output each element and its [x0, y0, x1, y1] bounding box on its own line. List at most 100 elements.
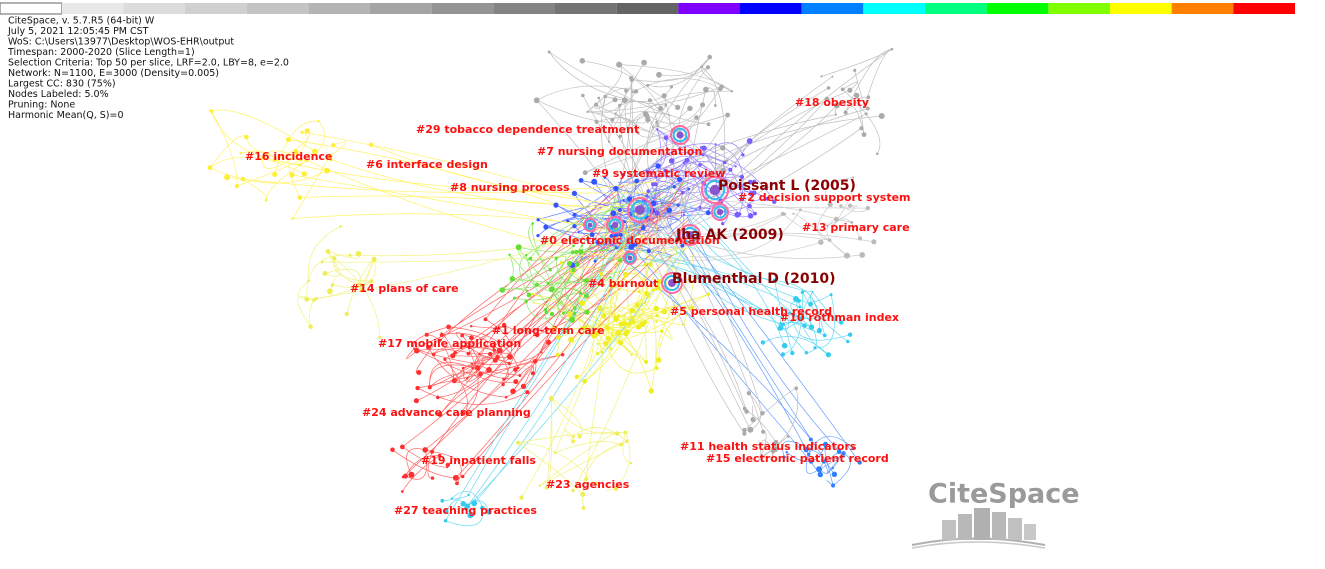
- node: [668, 114, 671, 117]
- edge: [413, 326, 449, 349]
- edge: [539, 433, 618, 486]
- node: [475, 365, 481, 371]
- node: [634, 178, 640, 184]
- node: [672, 185, 676, 189]
- edge: [617, 113, 867, 233]
- color-segment: [185, 3, 247, 14]
- node: [617, 340, 624, 346]
- node: [713, 104, 717, 107]
- node: [742, 431, 747, 436]
- node: [239, 152, 242, 155]
- node: [700, 102, 706, 108]
- node: [400, 490, 404, 493]
- node: [851, 176, 855, 179]
- node: [866, 95, 871, 99]
- node: [725, 112, 730, 118]
- node: [604, 324, 610, 331]
- node: [780, 352, 786, 357]
- edge: [572, 427, 627, 442]
- edge: [505, 361, 537, 398]
- node: [424, 332, 429, 337]
- edge: [760, 388, 799, 458]
- node: [571, 435, 575, 439]
- node: [548, 286, 555, 293]
- hub-node: [670, 125, 690, 145]
- edge: [842, 81, 858, 91]
- info-line: Nodes Labeled: 5.0%: [8, 89, 109, 100]
- node: [645, 194, 649, 198]
- node: [371, 256, 377, 262]
- edge: [746, 198, 768, 217]
- node: [601, 313, 607, 319]
- edge: [809, 291, 832, 303]
- node: [631, 91, 635, 94]
- node: [626, 321, 632, 327]
- node: [545, 339, 552, 345]
- edge: [802, 292, 849, 342]
- node: [260, 156, 264, 160]
- edge: [567, 220, 658, 232]
- node: [540, 351, 543, 354]
- edge: [620, 213, 785, 251]
- node: [609, 234, 614, 238]
- cluster-label: #27 teaching practices: [394, 504, 537, 517]
- info-line: July 5, 2021 12:05:45 PM CST: [7, 26, 149, 37]
- node: [553, 202, 559, 208]
- node: [641, 59, 647, 66]
- node: [660, 329, 664, 333]
- node: [603, 341, 609, 346]
- edge: [615, 432, 631, 489]
- color-segment: [0, 2, 63, 15]
- author-label: Poissant L (2005): [718, 178, 856, 194]
- edge: [334, 258, 381, 338]
- node: [415, 385, 420, 391]
- edge: [587, 90, 627, 114]
- node: [348, 253, 352, 257]
- node: [524, 299, 528, 304]
- info-line: Selection Criteria: Top 50 per slice, LR…: [8, 58, 289, 69]
- node: [655, 320, 658, 323]
- node: [752, 179, 757, 184]
- node: [543, 307, 548, 312]
- color-segment: [246, 3, 309, 14]
- node: [619, 442, 623, 447]
- node: [648, 262, 653, 267]
- node: [331, 143, 336, 148]
- node: [817, 471, 823, 478]
- node: [547, 50, 551, 54]
- node: [665, 174, 669, 178]
- node: [800, 315, 805, 321]
- cluster-label: #16 incidence: [245, 150, 332, 163]
- node: [556, 335, 561, 340]
- color-segment: [431, 3, 494, 14]
- node: [504, 395, 508, 399]
- edge: [518, 442, 597, 484]
- node: [312, 298, 316, 302]
- node: [486, 367, 492, 373]
- node: [610, 117, 615, 122]
- edge: [455, 332, 472, 347]
- node: [655, 175, 658, 179]
- node: [794, 386, 798, 391]
- edge: [679, 251, 784, 325]
- node: [327, 288, 333, 295]
- node: [571, 488, 575, 493]
- node: [578, 178, 584, 183]
- node: [574, 374, 579, 379]
- hub-node: [584, 219, 596, 231]
- node: [818, 239, 824, 245]
- node: [450, 353, 456, 359]
- node: [640, 225, 646, 231]
- edge: [854, 70, 865, 107]
- node: [583, 278, 589, 284]
- node: [603, 94, 607, 99]
- node: [854, 92, 860, 99]
- edge: [471, 356, 486, 365]
- info-line: CiteSpace, v. 5.7.R5 (64-bit) W: [8, 16, 155, 27]
- edge: [644, 322, 647, 362]
- node: [618, 232, 623, 237]
- node: [623, 430, 628, 435]
- edge: [466, 190, 623, 379]
- node: [461, 411, 466, 416]
